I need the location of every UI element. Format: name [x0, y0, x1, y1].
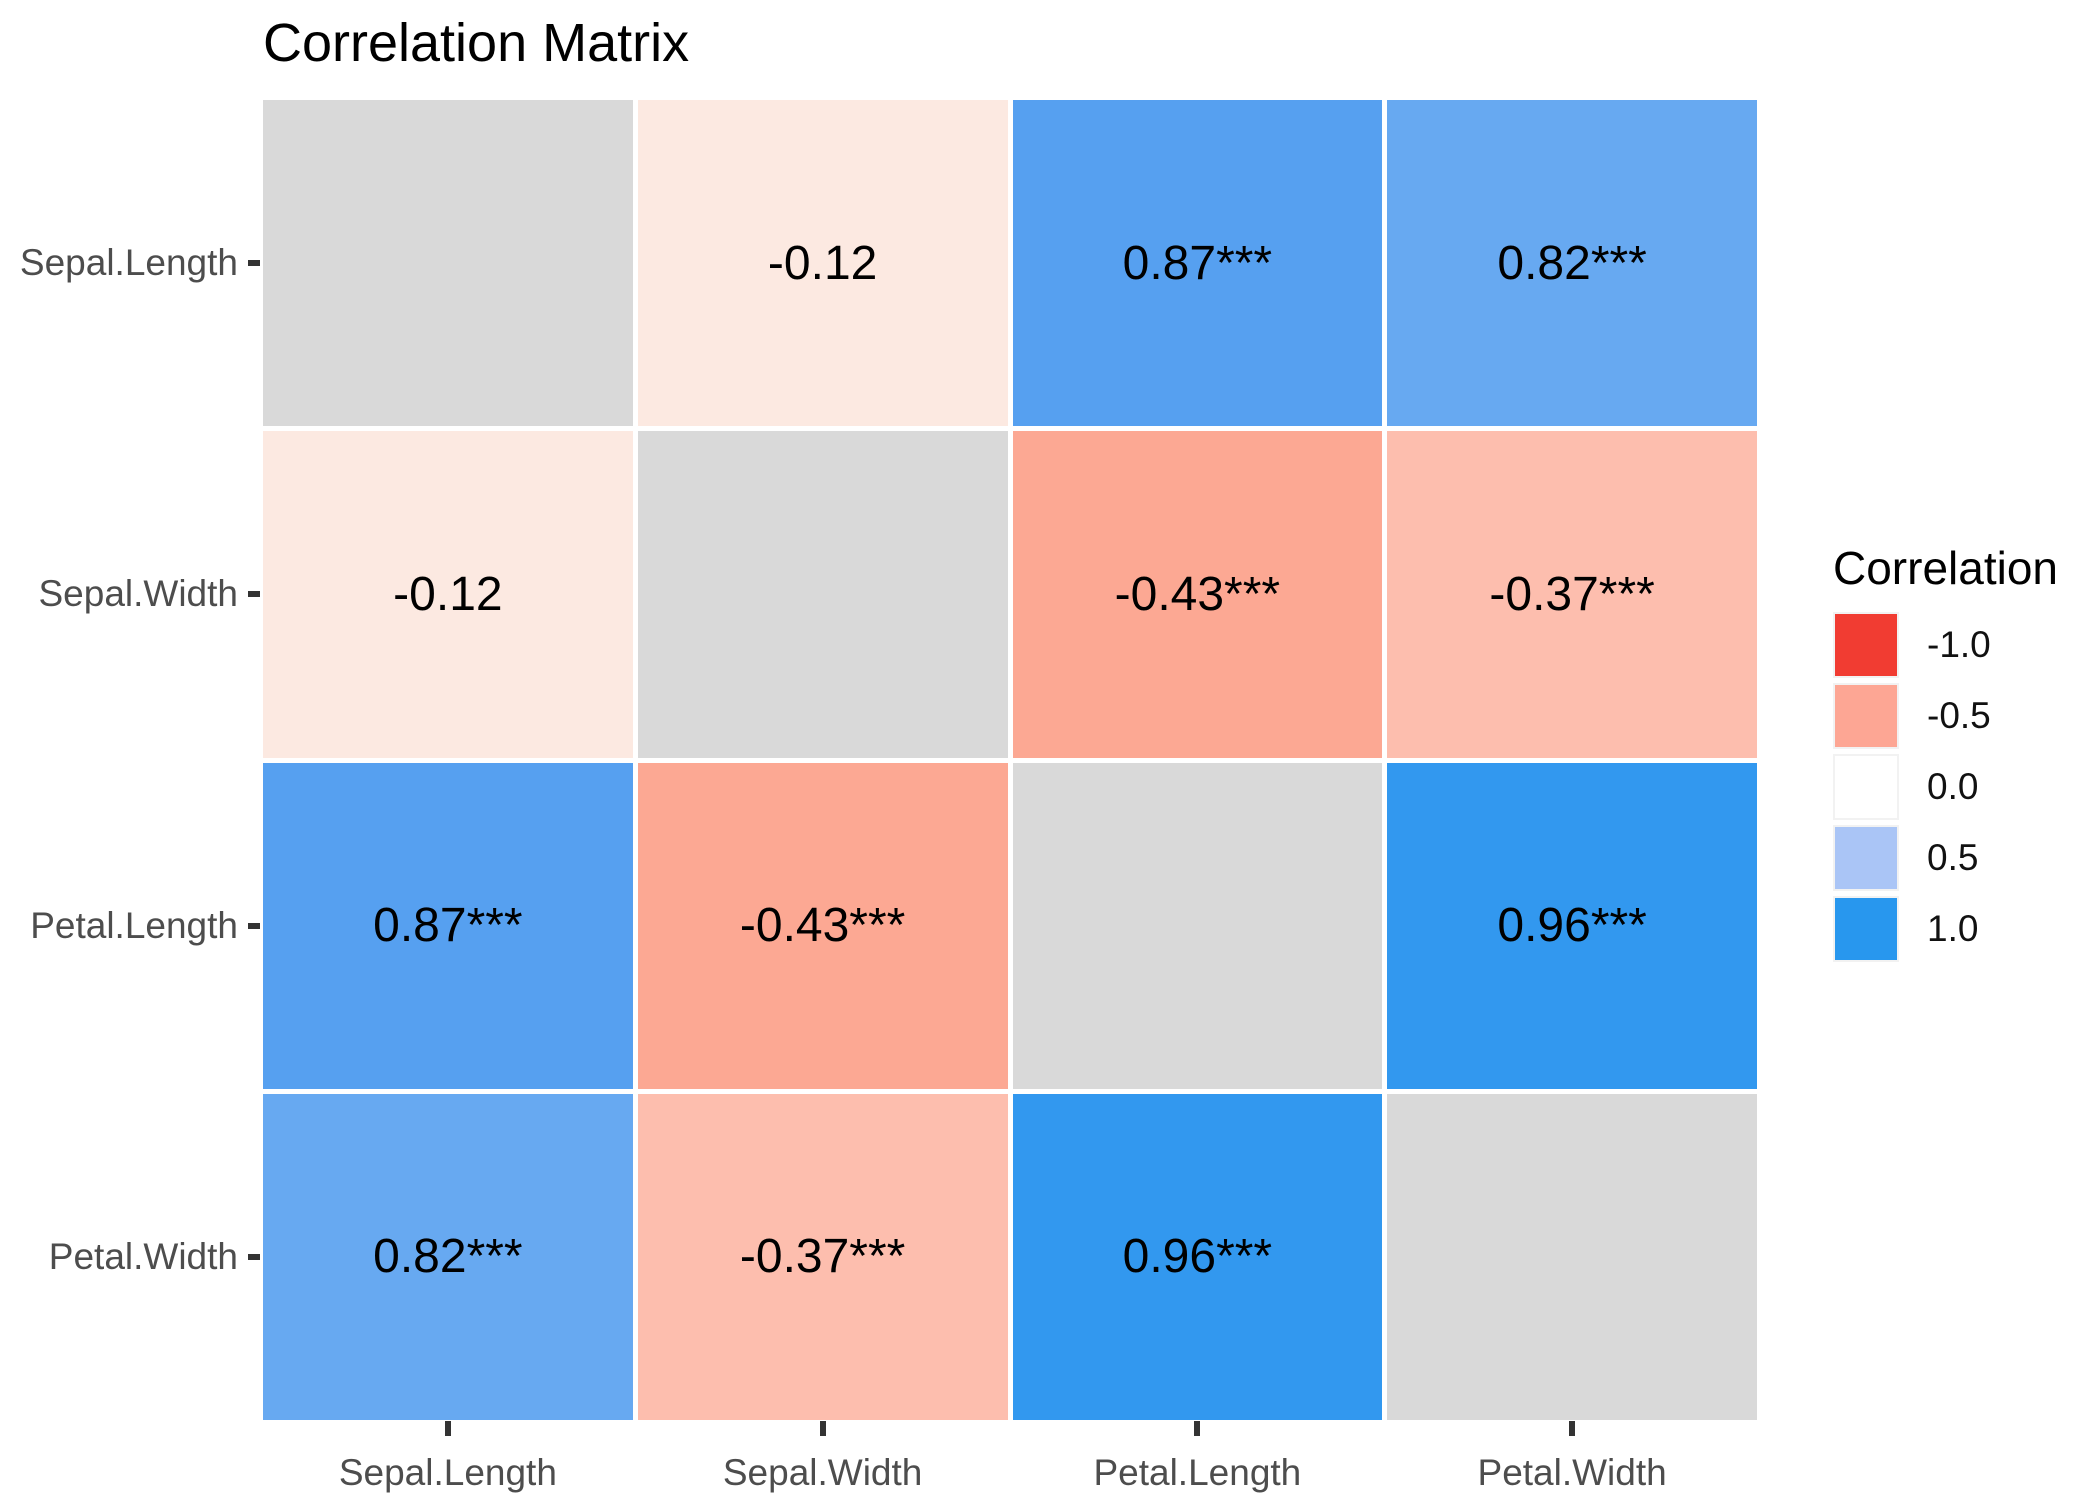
matrix-cell-Sepal.Length-Petal.Width: 0.82***	[1387, 100, 1757, 427]
matrix-cell-Petal.Width-Sepal.Length: 0.82***	[263, 1093, 633, 1420]
legend-label: -0.5	[1927, 695, 1991, 736]
x-axis-label-Petal.Width: Petal.Width	[1477, 1452, 1667, 1493]
matrix-cell-Petal.Width-Sepal.Width: -0.37***	[637, 1093, 1008, 1420]
legend-swatch	[1835, 827, 1897, 889]
cell-value-label: 0.87***	[1122, 236, 1273, 290]
legend-label: -1.0	[1927, 624, 1991, 665]
matrix-cell-Sepal.Width-Petal.Length: -0.43***	[1012, 431, 1383, 758]
cell-value-label: -0.12	[767, 236, 878, 290]
cell-value-label: -0.43***	[739, 899, 906, 953]
cell-value-label: 0.82***	[1497, 236, 1647, 290]
matrix-cell-Petal.Length-Sepal.Length: 0.87***	[263, 762, 633, 1089]
y-axis-tick	[248, 591, 260, 598]
matrix-cell-Sepal.Length-Sepal.Width: -0.12	[637, 100, 1008, 427]
legend-title: Correlation	[1833, 542, 2058, 594]
matrix-cell-Petal.Length-Petal.Width: 0.96***	[1387, 762, 1757, 1089]
matrix-cell-Sepal.Width-Sepal.Width	[637, 431, 1008, 758]
cell-value-label: -0.37***	[739, 1230, 906, 1284]
heatmap-panel: -0.12 0.87*** 0.82*** -0.12 -0.43*** -0.37***…	[263, 100, 1757, 1420]
y-axis-label-Petal.Width: Petal.Width	[48, 1235, 238, 1277]
x-axis-tick	[1194, 1421, 1201, 1436]
legend-key-swatch-background	[1833, 825, 1899, 891]
x-axis-label-Petal.Length: Petal.Length	[1093, 1452, 1302, 1493]
cell-value-label: -0.43***	[1114, 567, 1281, 621]
y-axis-label-Sepal.Length: Sepal.Length	[19, 242, 238, 284]
chart-title: Correlation Matrix	[263, 13, 690, 73]
legend: Correlation -1.0 -0.5 0.0 0.5 1.0	[1833, 540, 2058, 967]
legend-key-swatch-background	[1833, 683, 1899, 749]
legend-entry-0.0: 0.0	[1833, 754, 2058, 820]
cell-value-label: 0.82***	[373, 1230, 523, 1284]
legend-swatch	[1835, 685, 1897, 747]
x-axis-tick	[819, 1421, 826, 1436]
matrix-cell-Petal.Width-Petal.Length: 0.96***	[1012, 1093, 1383, 1420]
cell-value-label: -0.12	[393, 567, 503, 621]
matrix-cell-Sepal.Width-Sepal.Length: -0.12	[263, 431, 633, 758]
matrix-cell-Sepal.Width-Petal.Width: -0.37***	[1387, 431, 1757, 758]
legend-key-swatch-background	[1833, 896, 1899, 962]
legend-swatch	[1835, 898, 1897, 960]
x-axis-tick	[444, 1421, 451, 1436]
matrix-cell-Sepal.Length-Petal.Length: 0.87***	[1012, 100, 1383, 427]
cell-value-label: 0.96***	[1122, 1230, 1273, 1284]
legend-swatch	[1835, 756, 1897, 818]
legend-entry--1.0: -1.0	[1833, 612, 2058, 678]
legend-entry-0.5: 0.5	[1833, 825, 2058, 891]
y-axis-label-Sepal.Width: Sepal.Width	[38, 573, 239, 615]
legend-keys: -1.0 -0.5 0.0 0.5 1.0	[1833, 612, 2058, 962]
y-axis-tick	[248, 1253, 260, 1260]
matrix-cell-Petal.Width-Petal.Width	[1387, 1093, 1757, 1420]
cell-value-label: -0.37***	[1489, 567, 1655, 621]
legend-label: 1.0	[1927, 908, 1979, 949]
y-axis-label-Petal.Length: Petal.Length	[30, 904, 238, 946]
y-axis-tick	[248, 260, 260, 267]
legend-key-swatch-background	[1833, 612, 1899, 678]
legend-key-swatch-background	[1833, 754, 1899, 820]
x-axis-label-Sepal.Width: Sepal.Width	[722, 1452, 923, 1493]
x-axis-label-Sepal.Length: Sepal.Length	[338, 1452, 557, 1493]
x-axis-tick	[1569, 1421, 1576, 1436]
matrix-cell-Petal.Length-Petal.Length	[1012, 762, 1383, 1089]
matrix-cell-Sepal.Length-Sepal.Length	[263, 100, 633, 427]
legend-swatch	[1835, 614, 1897, 676]
legend-entry-1.0: 1.0	[1833, 896, 2058, 962]
cell-value-label: 0.96***	[1497, 899, 1647, 953]
legend-entry--0.5: -0.5	[1833, 683, 2058, 749]
cell-value-label: 0.87***	[373, 899, 523, 953]
matrix-cell-Petal.Length-Sepal.Width: -0.43***	[637, 762, 1008, 1089]
legend-label: 0.0	[1927, 766, 1979, 807]
legend-label: 0.5	[1927, 837, 1979, 878]
y-axis-tick	[248, 922, 260, 929]
